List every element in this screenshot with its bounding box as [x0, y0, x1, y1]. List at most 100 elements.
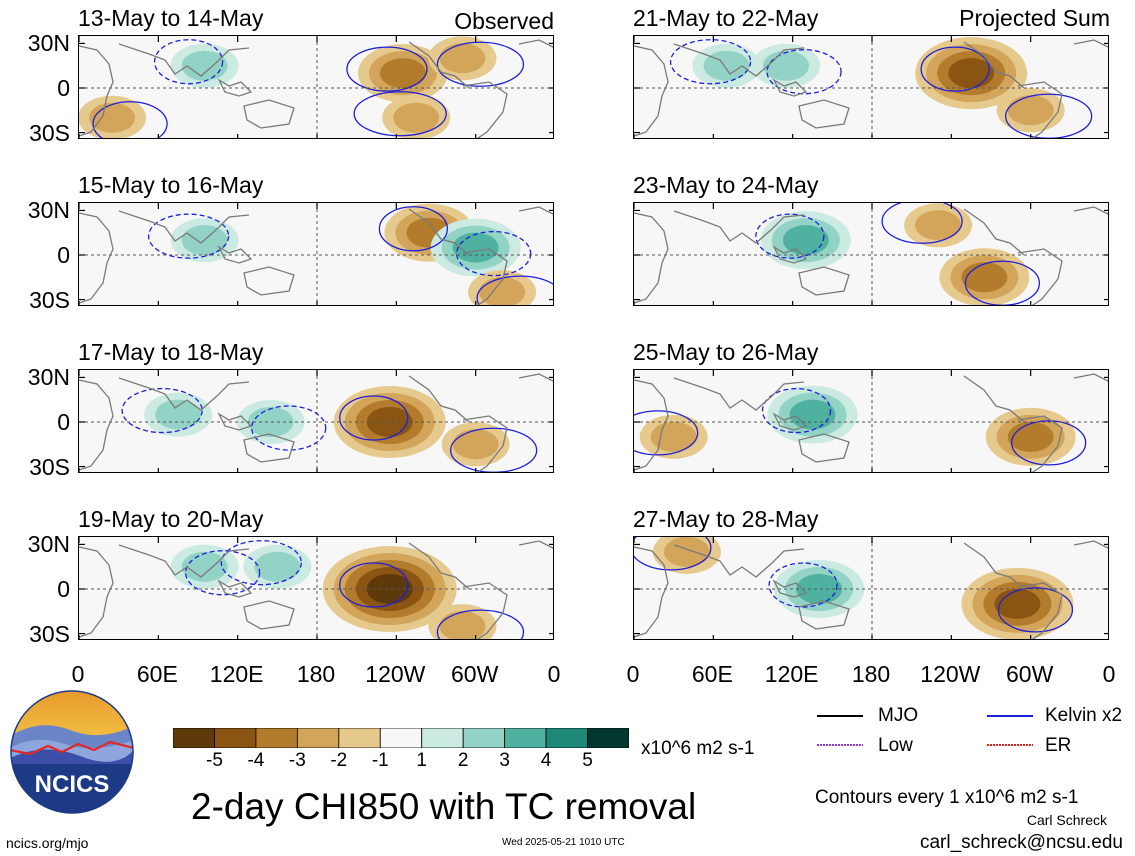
- kelvin-contour: [669, 39, 752, 85]
- y-tick-label: 0: [57, 576, 70, 602]
- coastline: [79, 546, 114, 638]
- coastline: [243, 600, 295, 630]
- site-url: ncics.org/mjo: [6, 835, 89, 851]
- panel-title: 25-May to 26-May: [633, 339, 819, 365]
- coastline: [118, 544, 250, 578]
- coastline: [518, 540, 553, 549]
- anomaly-region: [948, 58, 995, 89]
- kelvin-contour: [456, 230, 532, 277]
- anomaly-region: [393, 102, 440, 133]
- coastline: [408, 41, 470, 89]
- map-panel: [78, 35, 554, 139]
- coastline: [1073, 39, 1108, 48]
- kelvin-contour: [346, 46, 428, 92]
- map-panel: [78, 202, 554, 306]
- kelvin-contour: [436, 41, 525, 87]
- colorbar-label: 5: [582, 750, 593, 771]
- coastline: [1017, 415, 1063, 472]
- coastline: [772, 412, 808, 431]
- anomaly-region: [366, 407, 413, 437]
- anomaly-region: [439, 43, 486, 74]
- ncics-logo: NCICS: [10, 690, 134, 814]
- anomaly-region: [663, 537, 710, 567]
- y-tick-label: 30S: [29, 620, 70, 647]
- kelvin-contour: [476, 275, 553, 305]
- coastline: [408, 375, 470, 423]
- kelvin-contour: [997, 587, 1074, 633]
- colorbar: [172, 727, 630, 753]
- coastline: [462, 415, 508, 472]
- kelvin-contour: [450, 427, 538, 472]
- legend-label-low: Low: [878, 735, 913, 756]
- y-tick-label: 0: [57, 75, 70, 101]
- colorbar-label: 3: [499, 750, 510, 771]
- coastline: [963, 375, 1025, 423]
- kelvin-contour: [766, 49, 842, 95]
- kelvin-contour: [881, 203, 963, 244]
- author-name: Carl Schreck: [1026, 812, 1107, 828]
- kelvin-contour: [92, 101, 168, 138]
- anomaly-region: [789, 399, 836, 430]
- anomaly-region: [366, 574, 413, 604]
- kelvin-contour: [436, 609, 525, 639]
- colorbar-label: -1: [371, 750, 389, 771]
- y-tick-label: 0: [57, 409, 70, 435]
- x-tick-label: 0: [626, 661, 640, 687]
- colorbar-label: -4: [247, 750, 265, 771]
- panel-title: 13-May to 14-May: [78, 5, 264, 31]
- panel-title: 15-May to 16-May: [78, 172, 264, 198]
- colorbar-swatch: [587, 727, 630, 749]
- coastline: [673, 544, 805, 578]
- anomaly-region: [452, 429, 499, 460]
- anomaly-region: [650, 421, 697, 452]
- colorbar-label: -3: [288, 750, 306, 771]
- kelvin-contour: [920, 46, 990, 92]
- coastline: [798, 266, 850, 296]
- coastline: [462, 248, 508, 305]
- coastline: [673, 377, 805, 411]
- x-tick-label: 60E: [691, 661, 733, 687]
- anomaly-region: [479, 277, 526, 305]
- anomaly-region: [247, 407, 294, 437]
- panel-title: 17-May to 18-May: [78, 339, 264, 365]
- colorbar-label: -2: [330, 750, 348, 771]
- x-tick-label: 0: [547, 661, 561, 687]
- coastline: [462, 582, 508, 639]
- coastline: [243, 99, 295, 129]
- coastline: [772, 78, 808, 97]
- y-tick-label: 30S: [29, 453, 70, 480]
- anomaly-region: [782, 225, 829, 256]
- coastline: [217, 412, 253, 431]
- anomaly-region: [254, 551, 301, 582]
- timestamp: Wed 2025-05-21 1010 UTC: [502, 837, 625, 848]
- anomaly-region: [379, 58, 426, 89]
- coastline: [673, 43, 805, 77]
- x-tick-label: 120E: [209, 661, 264, 687]
- coastline: [772, 245, 808, 264]
- kelvin-contour: [339, 395, 409, 441]
- colorbar-swatch: [338, 727, 381, 749]
- legend-label-er: ER: [1045, 735, 1072, 756]
- colorbar-swatch: [379, 727, 423, 749]
- coastline: [518, 206, 553, 215]
- coastline: [634, 212, 669, 304]
- colorbar-label: 1: [416, 750, 428, 771]
- kelvin-contour: [251, 405, 327, 451]
- coastline: [1017, 582, 1063, 639]
- anomaly-region: [1007, 95, 1054, 126]
- kelvin-contour: [378, 206, 449, 252]
- coastline: [634, 379, 669, 471]
- kelvin-contour: [634, 537, 712, 571]
- coastline: [798, 99, 850, 129]
- colorbar-label: -5: [206, 750, 223, 771]
- coastline: [963, 41, 1025, 89]
- coastline: [963, 542, 1025, 590]
- colorbar-swatch: [462, 727, 506, 749]
- coastline: [772, 579, 808, 598]
- coastline: [79, 212, 114, 304]
- kelvin-contour: [184, 550, 261, 596]
- coastline: [798, 600, 850, 630]
- x-tick-label: 0: [1102, 661, 1116, 687]
- coastline: [408, 542, 470, 590]
- map-panel: [633, 202, 1109, 306]
